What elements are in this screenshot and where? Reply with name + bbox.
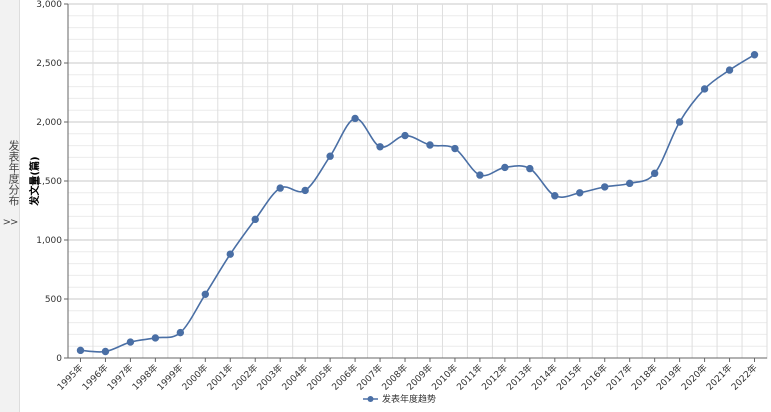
data-point[interactable] (426, 141, 434, 149)
y-tick-label: 1,000 (36, 236, 62, 246)
side-panel-label: 发表年度分布 (7, 140, 20, 206)
data-point[interactable] (201, 290, 210, 298)
data-point[interactable] (251, 215, 259, 224)
x-tick-label: 2010年 (429, 362, 460, 393)
x-tick-label: 2007年 (354, 362, 385, 393)
x-tick-label: 2012年 (479, 362, 510, 393)
grid-lines (67, 3, 768, 359)
side-panel-tab[interactable]: 发表年度分布 >> (0, 0, 20, 412)
series-line (80, 54, 755, 353)
y-tick-label: 2,000 (36, 118, 62, 128)
x-tick-label: 2004年 (279, 362, 310, 393)
y-tick-label: 0 (56, 354, 62, 364)
x-axis: 1995年1996年1997年1998年1999年2000年2001年2002年… (55, 357, 767, 393)
x-tick-label: 2022年 (729, 362, 760, 393)
data-point[interactable] (576, 189, 584, 197)
x-tick-label: 1995年 (55, 362, 86, 393)
data-point[interactable] (725, 66, 734, 74)
y-tick-label: 1,500 (36, 177, 62, 187)
data-point[interactable] (675, 118, 684, 126)
data-point[interactable] (276, 184, 284, 192)
x-tick-label: 1997年 (104, 362, 135, 393)
x-tick-label: 2006年 (329, 362, 360, 393)
data-point[interactable] (601, 183, 609, 191)
x-tick-label: 2011年 (454, 362, 485, 393)
x-tick-label: 2021年 (704, 362, 735, 393)
data-point[interactable] (76, 346, 85, 355)
x-tick-label: 1996年 (80, 362, 111, 393)
x-tick-label: 2005年 (304, 362, 335, 393)
series-group (76, 51, 759, 356)
x-tick-label: 1998年 (129, 362, 160, 393)
legend-marker (367, 396, 374, 402)
expand-arrow-icon[interactable]: >> (2, 217, 19, 228)
x-tick-label: 2008年 (379, 362, 410, 393)
x-tick-label: 2019年 (654, 362, 685, 393)
data-point[interactable] (151, 334, 160, 342)
data-point[interactable] (700, 85, 709, 93)
data-point[interactable] (401, 131, 409, 140)
data-point[interactable] (551, 192, 559, 200)
x-tick-label: 2016年 (579, 362, 610, 393)
x-tick-label: 2017年 (604, 362, 635, 393)
y-axis-title: 发文量(篇) (28, 156, 41, 206)
x-tick-label: 2003年 (254, 362, 285, 393)
data-point[interactable] (101, 347, 110, 356)
y-tick-label: 2,500 (36, 59, 62, 69)
data-point[interactable] (625, 179, 634, 188)
y-tick-label: 500 (45, 295, 62, 305)
x-tick-label: 2018年 (629, 362, 660, 393)
y-axis: 0 500 1,000 1,500 2,000 2,500 3,000 (36, 0, 69, 364)
x-tick-label: 2015年 (554, 362, 585, 393)
data-point[interactable] (176, 328, 185, 337)
data-point[interactable] (351, 114, 359, 123)
data-point[interactable] (126, 338, 135, 346)
x-tick-label: 2014年 (529, 362, 560, 393)
x-tick-label: 2000年 (179, 362, 210, 393)
data-point[interactable] (451, 144, 459, 153)
y-tick-label: 3,000 (36, 0, 62, 10)
x-tick-label: 2001年 (204, 362, 235, 393)
x-tick-label: 2009年 (404, 362, 435, 393)
data-point[interactable] (501, 163, 509, 172)
data-point[interactable] (476, 171, 484, 179)
data-point[interactable] (526, 164, 534, 173)
data-point[interactable] (750, 51, 759, 59)
data-point[interactable] (650, 169, 659, 178)
x-tick-label: 2002年 (229, 362, 260, 393)
data-point[interactable] (326, 152, 334, 160)
data-point[interactable] (226, 250, 234, 258)
data-point[interactable] (376, 143, 384, 151)
x-tick-label: 1999年 (154, 362, 185, 393)
x-tick-label: 2013年 (504, 362, 535, 393)
legend[interactable]: 发表年度趋势 (363, 393, 436, 405)
x-tick-label: 2020年 (679, 362, 710, 393)
data-point[interactable] (301, 186, 309, 195)
legend-label: 发表年度趋势 (382, 393, 436, 405)
